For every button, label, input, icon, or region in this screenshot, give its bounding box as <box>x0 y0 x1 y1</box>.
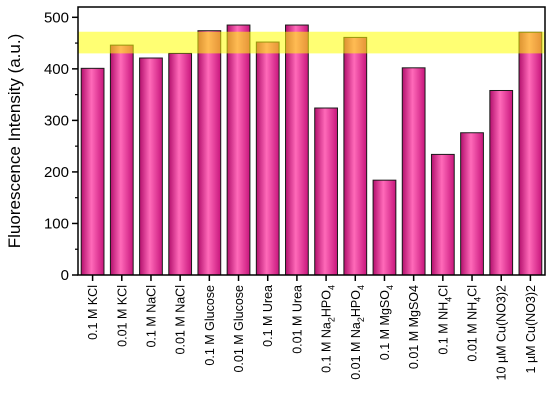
x-tick-label: 0.01 M NaCl <box>174 285 188 354</box>
bar-3 <box>139 57 163 276</box>
bar-6 <box>226 24 251 276</box>
x-tick-label: 1 µM Cu(NO3)2 <box>524 285 538 374</box>
y-tick-label: 100 <box>44 215 69 232</box>
x-tick-label: 0.1 M KCl <box>86 285 100 340</box>
bar-13 <box>430 153 455 276</box>
y-tick-label: 200 <box>44 164 69 181</box>
axes-group <box>72 6 546 281</box>
bar-7 <box>255 41 280 276</box>
highlight-band <box>78 31 545 54</box>
y-tick-label: 0 <box>61 267 69 284</box>
x-tick-label: 0.1 M Urea <box>261 285 275 347</box>
bar-14 <box>460 132 484 276</box>
x-tick-label: 0.01 M Na2HPO4 <box>349 285 366 380</box>
bar-10 <box>343 36 368 276</box>
x-tick-label: 0.1 M Na2HPO4 <box>320 285 337 373</box>
x-tick-label: 0.01 M Glucose <box>232 285 246 373</box>
x-tick-labels: 0.1 M KCl 0.01 M KCl 0.1 M NaCl 0.01 M NaCl… <box>86 285 538 380</box>
x-tick-label: 0.1 M MgSO4 <box>378 285 395 360</box>
y-tick-label: 500 <box>44 9 69 26</box>
x-tick-label: 0.01 M NH4Cl <box>466 285 483 362</box>
x-tick-label: 0.1 M Glucose <box>203 285 217 366</box>
x-tick-label: 0.01 M Urea <box>290 285 304 354</box>
x-tick-label: 0.01 M MgSO4 <box>407 285 421 369</box>
bar-12 <box>401 67 426 276</box>
x-tick-label: 0.01 M KCl <box>115 285 129 347</box>
bar-5 <box>197 30 222 276</box>
bar-15 <box>489 89 514 276</box>
bar-2 <box>109 44 134 276</box>
bar-1 <box>80 67 105 276</box>
y-axis-title: Fluorescence Intensity (a.u.) <box>5 34 24 248</box>
y-tick-label: 300 <box>44 112 69 129</box>
highlight-band-group <box>78 31 545 54</box>
bar-8 <box>285 24 309 276</box>
bar-9 <box>314 107 338 276</box>
bar-4 <box>168 52 193 276</box>
bar-11 <box>372 179 397 276</box>
x-tick-label: 0.1 M NaCl <box>144 285 158 348</box>
y-tick-label: 400 <box>44 61 69 78</box>
plot-frame <box>77 6 546 276</box>
bars-group <box>80 24 543 276</box>
x-tick-label: 10 µM Cu(NO3)2 <box>495 285 509 380</box>
bar-16 <box>518 31 543 276</box>
y-tick-labels: 0 100 200 300 400 500 <box>44 9 69 284</box>
x-tick-label: 0.1 M NH4Cl <box>436 285 453 355</box>
